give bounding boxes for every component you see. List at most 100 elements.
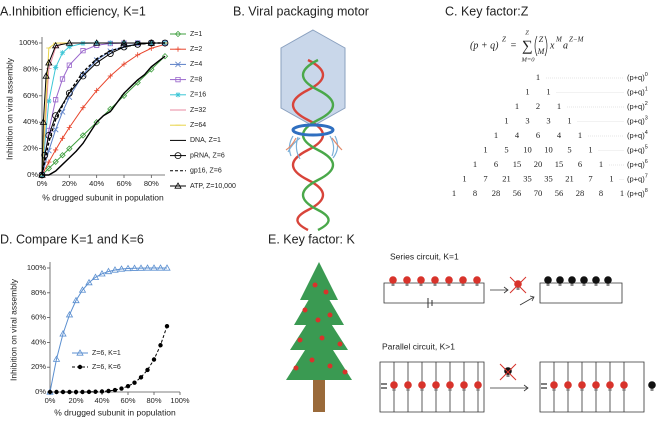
data-point [59, 152, 66, 159]
bulb [592, 381, 600, 389]
tree-layer [300, 262, 338, 300]
pascal-number: 3 [546, 115, 550, 125]
pascal-number: 5 [567, 144, 571, 154]
y-tick-label: 100% [27, 263, 47, 272]
pascal-number: 2 [536, 101, 540, 111]
legend-marker [175, 92, 181, 98]
pascal-number: 56 [513, 188, 522, 198]
bulb-base [447, 283, 451, 286]
pascal-number: 1 [578, 130, 582, 140]
bulb-base [462, 388, 466, 391]
bulb [390, 381, 398, 389]
pascal-number: 20 [534, 159, 543, 169]
bulb [504, 367, 512, 375]
legend-marker [76, 349, 84, 356]
data-point [106, 388, 111, 394]
series-line [49, 267, 167, 393]
bulb [460, 381, 468, 389]
data-point [52, 158, 59, 165]
x-tick-label: 0% [37, 179, 48, 188]
chart-title: D. Compare K=1 and K=6 [0, 232, 144, 246]
row-label-base: (p+q) [627, 189, 645, 198]
pascal-number: 1 [557, 101, 561, 111]
formula: (p + q) Z = ∑ Z M=0 Z M x M a Z−M [470, 29, 585, 63]
bulb-base [434, 388, 438, 391]
pascal-number: 70 [534, 188, 543, 198]
data-point [59, 50, 66, 56]
pascal-number: 10 [544, 144, 553, 154]
legend-label: Z=32 [190, 107, 206, 114]
bulb [604, 276, 612, 284]
legend-label: Z=6, K=1 [92, 350, 121, 357]
bulb-base [420, 388, 424, 391]
data-point [59, 135, 66, 141]
x-tick-label: 20% [62, 179, 77, 188]
data-point [45, 132, 53, 139]
y-axis-label: Inhibition on viral assembly [4, 57, 14, 160]
data-point [60, 389, 66, 395]
data-point [79, 72, 87, 80]
pascal-number: 7 [588, 173, 592, 183]
circuits [379, 276, 656, 413]
pascal-number: 1 [546, 86, 550, 96]
data-point [66, 124, 72, 131]
bulb [544, 276, 552, 284]
trunk [313, 378, 325, 412]
data-point [38, 171, 46, 178]
capsid [280, 29, 346, 127]
bulb-base [475, 283, 479, 286]
legend-marker [174, 152, 182, 159]
data-point [92, 39, 101, 46]
legend-marker [174, 30, 182, 38]
data-point [79, 132, 87, 139]
legend-label: Z=4 [190, 61, 202, 68]
bulb-base [461, 283, 465, 286]
data-point [143, 264, 152, 271]
bulb-base [558, 283, 562, 286]
data-point [138, 375, 144, 380]
data-point [94, 87, 100, 94]
data-point [52, 355, 61, 362]
legend-label: Z=6, K=6 [92, 364, 121, 371]
bulb [620, 381, 628, 389]
pascal-number: 1 [599, 159, 603, 169]
bulb-base [570, 283, 574, 286]
row-label: (p+q)8 [627, 188, 648, 198]
pascal-number: 1 [620, 188, 624, 198]
pascal-number: 1 [567, 115, 571, 125]
wire [427, 298, 433, 308]
data-point [104, 267, 113, 275]
row-label-exp: 4 [645, 130, 648, 136]
legend-marker [175, 46, 181, 52]
legend-marker [175, 61, 181, 68]
legend-label: gp16, Z=6 [190, 168, 222, 175]
y-tick-label: 20% [23, 144, 38, 153]
bulb [550, 381, 558, 389]
bulb [592, 276, 600, 284]
row-label-exp: 3 [645, 116, 648, 122]
bulb-base [622, 388, 626, 391]
series-label: Series circuit, K=1 [390, 251, 459, 261]
pascal-number: 1 [483, 144, 487, 154]
data-point [53, 147, 59, 153]
panel-b-title: B. Viral packaging motor [233, 4, 369, 18]
pascal-number: 1 [525, 86, 529, 96]
y-tick-label: 20% [31, 362, 46, 371]
row-label: (p+q)6 [627, 159, 648, 169]
data-point [93, 59, 101, 67]
y-axis-label: Inhibition on viral assembly [8, 278, 18, 381]
pascal-number: 1 [609, 173, 613, 183]
pascal-number: 56 [555, 188, 564, 198]
data-point [65, 310, 74, 318]
data-point [112, 387, 118, 393]
formula-binom-bottom: M [537, 47, 546, 56]
pascal-number: 15 [555, 159, 564, 169]
data-point [51, 41, 60, 49]
pascal-number: 1 [462, 173, 466, 183]
wire [490, 286, 509, 294]
pascal-number: 1 [588, 144, 592, 154]
y-tick-label: 0% [27, 170, 38, 179]
formula-x-exp: M [555, 36, 563, 44]
bulb-base [405, 283, 409, 286]
data-point [150, 264, 158, 271]
